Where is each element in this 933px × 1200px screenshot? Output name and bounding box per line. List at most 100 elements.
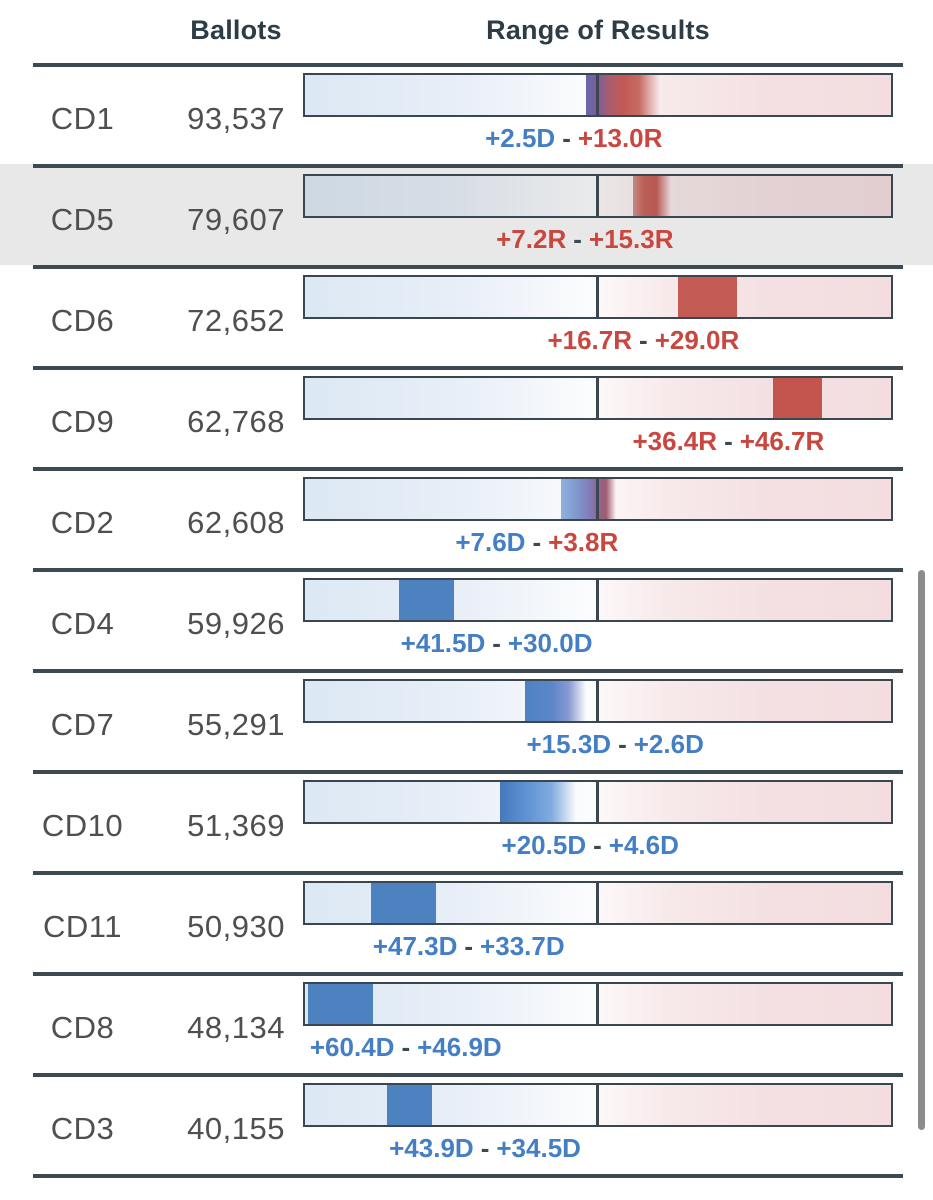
table-bottom-border <box>33 1174 903 1178</box>
range-end-value: +46.7R <box>739 426 825 456</box>
range-highlight <box>370 883 437 923</box>
range-start-value: +41.5D <box>400 628 486 658</box>
range-start-value: +15.3D <box>526 729 612 759</box>
range-dash: - <box>401 1032 411 1062</box>
range-highlight <box>499 782 576 822</box>
range-end-value: +15.3R <box>588 224 674 254</box>
range-start-value: +43.9D <box>389 1133 474 1163</box>
range-dash: - <box>593 830 602 860</box>
range-dash: - <box>480 1133 490 1163</box>
district-label: CD4 <box>50 606 115 641</box>
range-label: +15.3D - +2.6D <box>527 729 704 760</box>
range-end-value: +46.9D <box>417 1032 502 1062</box>
ballot-count: 55,291 <box>187 707 285 742</box>
range-highlight <box>387 1085 433 1125</box>
ballots-column-header: Ballots <box>190 15 282 45</box>
range-column-header: Range of Results <box>486 15 710 45</box>
range-label: +41.5D - +30.0D <box>401 628 593 659</box>
district-row[interactable]: CD5 79,607 +7.2R - +15.3R <box>0 164 933 265</box>
republican-side-background <box>598 984 891 1024</box>
range-end-value: +29.0R <box>654 325 740 355</box>
ballot-count: 50,930 <box>187 909 285 944</box>
zero-line <box>596 277 599 317</box>
range-start-value: +2.5D <box>485 123 556 153</box>
democratic-side-background <box>305 883 598 923</box>
range-dash: - <box>573 224 582 254</box>
republican-side-background <box>598 681 891 721</box>
ballot-count: 40,155 <box>187 1111 285 1146</box>
range-highlight <box>398 580 454 620</box>
district-row[interactable]: CD1 93,537 +2.5D - +13.0R <box>0 63 933 164</box>
range-end-value: +13.0R <box>577 123 663 153</box>
range-bar[interactable]: +36.4R - +46.7R <box>303 376 893 456</box>
district-row[interactable]: CD3 40,155 +43.9D - +34.5D <box>0 1073 933 1174</box>
district-label: CD7 <box>50 707 115 742</box>
range-bar[interactable]: +41.5D - +30.0D <box>303 578 893 658</box>
range-dash: - <box>562 123 571 153</box>
range-bar[interactable]: +47.3D - +33.7D <box>303 881 893 961</box>
range-dash: - <box>618 729 627 759</box>
democratic-side-background <box>305 378 598 418</box>
district-row[interactable]: CD6 72,652 +16.7R - +29.0R <box>0 265 933 366</box>
range-highlight <box>632 176 672 216</box>
ballot-count: 62,768 <box>187 404 285 439</box>
range-end-value: +2.6D <box>633 729 704 759</box>
democratic-side-background <box>305 479 598 519</box>
range-dash: - <box>492 628 501 658</box>
range-bar[interactable]: +7.6D - +3.8R <box>303 477 893 557</box>
range-dash: - <box>639 325 648 355</box>
republican-side-background <box>598 1085 891 1125</box>
district-row[interactable]: CD8 48,134 +60.4D - +46.9D <box>0 972 933 1073</box>
zero-line <box>596 1085 599 1125</box>
district-label: CD3 <box>50 1111 115 1146</box>
range-start-value: +60.4D <box>309 1032 395 1062</box>
zero-line <box>596 681 599 721</box>
district-row[interactable]: CD2 62,608 +7.6D - +3.8R <box>0 467 933 568</box>
zero-line <box>596 479 599 519</box>
range-label: +7.2R - +15.3R <box>496 224 673 255</box>
zero-line <box>596 75 599 115</box>
republican-side-background <box>598 479 891 519</box>
republican-side-background <box>598 580 891 620</box>
district-label: CD8 <box>50 1010 115 1045</box>
scrollbar-thumb[interactable] <box>918 570 925 1130</box>
district-label: CD1 <box>50 101 115 136</box>
range-highlight <box>772 378 823 418</box>
range-end-value: +30.0D <box>507 628 593 658</box>
range-end-value: +3.8R <box>548 527 619 557</box>
democratic-side-background <box>305 277 598 317</box>
range-bar[interactable]: +7.2R - +15.3R <box>303 174 893 254</box>
range-label: +43.9D - +34.5D <box>389 1133 581 1164</box>
republican-side-background <box>598 883 891 923</box>
rows-container: CD1 93,537 +2.5D - +13.0R CD5 79,607 +7.2R… <box>0 63 933 1174</box>
range-bar[interactable]: +16.7R - +29.0R <box>303 275 893 355</box>
democratic-side-background <box>305 75 598 115</box>
range-dash: - <box>724 426 733 456</box>
range-start-value: +47.3D <box>372 931 458 961</box>
district-row[interactable]: CD9 62,768 +36.4R - +46.7R <box>0 366 933 467</box>
republican-side-background <box>598 782 891 822</box>
district-row[interactable]: CD4 59,926 +41.5D - +30.0D <box>0 568 933 669</box>
range-bar[interactable]: +20.5D - +4.6D <box>303 780 893 860</box>
range-highlight <box>307 984 373 1024</box>
ballot-count: 72,652 <box>187 303 285 338</box>
range-bar[interactable]: +15.3D - +2.6D <box>303 679 893 759</box>
range-highlight <box>524 681 586 721</box>
democratic-side-background <box>305 176 598 216</box>
republican-side-background <box>598 277 891 317</box>
district-label: CD6 <box>50 303 115 338</box>
range-bar[interactable]: +60.4D - +46.9D <box>303 982 893 1062</box>
range-bar[interactable]: +43.9D - +34.5D <box>303 1083 893 1163</box>
range-label: +36.4R - +46.7R <box>632 426 824 457</box>
zero-line <box>596 580 599 620</box>
ballot-count: 48,134 <box>187 1010 285 1045</box>
republican-side-background <box>598 378 891 418</box>
republican-side-background <box>598 176 891 216</box>
ballot-count: 79,607 <box>187 202 285 237</box>
district-row[interactable]: CD7 55,291 +15.3D - +2.6D <box>0 669 933 770</box>
district-row[interactable]: CD11 50,930 +47.3D - +33.7D <box>0 871 933 972</box>
range-start-value: +16.7R <box>547 325 633 355</box>
district-row[interactable]: CD10 51,369 +20.5D - +4.6D <box>0 770 933 871</box>
range-bar[interactable]: +2.5D - +13.0R <box>303 73 893 153</box>
